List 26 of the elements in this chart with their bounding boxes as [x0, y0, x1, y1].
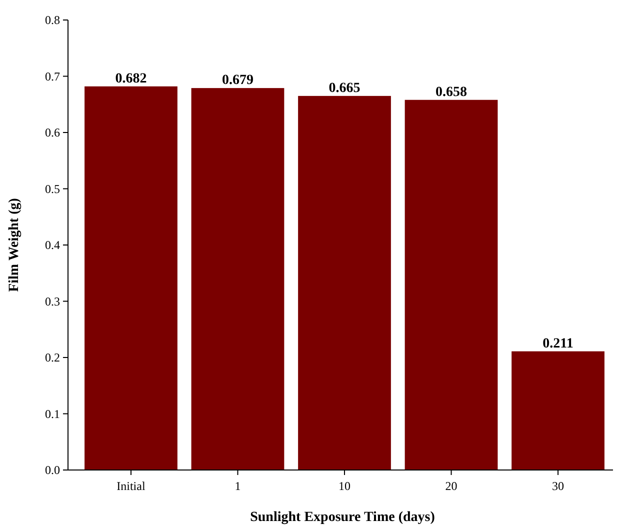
y-tick-label: 0.7	[45, 69, 60, 84]
x-tick-label: 10	[338, 479, 350, 493]
y-tick-label: 0.0	[45, 463, 60, 478]
y-tick-label: 0.2	[45, 350, 60, 365]
x-tick-label: Initial	[116, 479, 146, 493]
bar	[191, 88, 284, 470]
bar	[404, 100, 498, 470]
y-axis-title: Film Weight (g)	[7, 198, 22, 292]
x-tick-label: 20	[445, 479, 458, 493]
bar	[298, 96, 391, 470]
y-tick-label: 0.3	[45, 294, 60, 308]
data-label: 0.665	[328, 80, 360, 96]
y-tick-label: 0.5	[45, 182, 60, 196]
bar	[84, 86, 178, 470]
y-tick-label: 0.8	[45, 13, 60, 28]
y-tick-label: 0.1	[45, 406, 60, 421]
data-label: 0.658	[436, 84, 468, 100]
y-tick-label: 0.6	[45, 126, 60, 140]
x-tick-label: 1	[234, 479, 241, 493]
bar	[512, 351, 604, 470]
data-label: 0.682	[115, 71, 147, 86]
x-tick-label: 30	[552, 479, 564, 493]
y-tick-label: 0.4	[45, 238, 60, 252]
data-label: 0.679	[222, 73, 254, 88]
x-axis-title: Sunlight Exposure Time (days)	[250, 510, 436, 525]
data-label: 0.211	[542, 336, 574, 352]
